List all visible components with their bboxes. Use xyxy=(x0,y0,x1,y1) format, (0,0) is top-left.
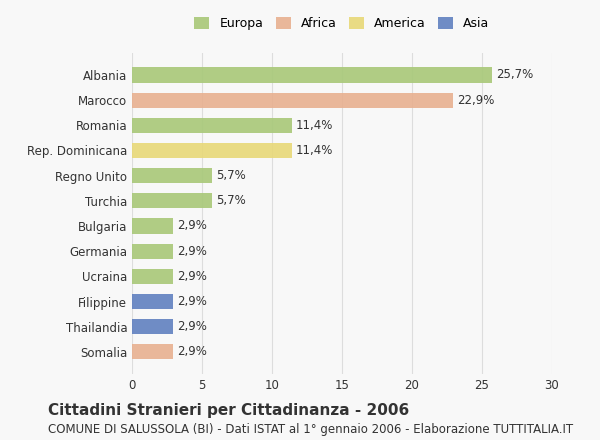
Bar xyxy=(132,168,212,183)
Text: 22,9%: 22,9% xyxy=(457,94,494,106)
Text: Cittadini Stranieri per Cittadinanza - 2006: Cittadini Stranieri per Cittadinanza - 2… xyxy=(48,403,409,418)
Bar xyxy=(132,118,292,133)
Text: 25,7%: 25,7% xyxy=(496,69,533,81)
Text: 11,4%: 11,4% xyxy=(296,119,333,132)
Text: 2,9%: 2,9% xyxy=(177,345,206,358)
Legend: Europa, Africa, America, Asia: Europa, Africa, America, Asia xyxy=(194,17,490,30)
Bar xyxy=(132,218,173,234)
Bar xyxy=(132,344,173,359)
Bar xyxy=(132,67,492,83)
Text: 2,9%: 2,9% xyxy=(177,220,206,232)
Text: 2,9%: 2,9% xyxy=(177,295,206,308)
Text: 11,4%: 11,4% xyxy=(296,144,333,157)
Text: 2,9%: 2,9% xyxy=(177,320,206,333)
Bar xyxy=(132,319,173,334)
Bar xyxy=(132,92,452,108)
Bar xyxy=(132,269,173,284)
Bar xyxy=(132,193,212,209)
Bar xyxy=(132,143,292,158)
Bar xyxy=(132,294,173,309)
Bar xyxy=(132,244,173,259)
Text: 2,9%: 2,9% xyxy=(177,270,206,283)
Text: 2,9%: 2,9% xyxy=(177,245,206,258)
Text: COMUNE DI SALUSSOLA (BI) - Dati ISTAT al 1° gennaio 2006 - Elaborazione TUTTITAL: COMUNE DI SALUSSOLA (BI) - Dati ISTAT al… xyxy=(48,423,573,436)
Text: 5,7%: 5,7% xyxy=(216,169,246,182)
Text: 5,7%: 5,7% xyxy=(216,194,246,207)
